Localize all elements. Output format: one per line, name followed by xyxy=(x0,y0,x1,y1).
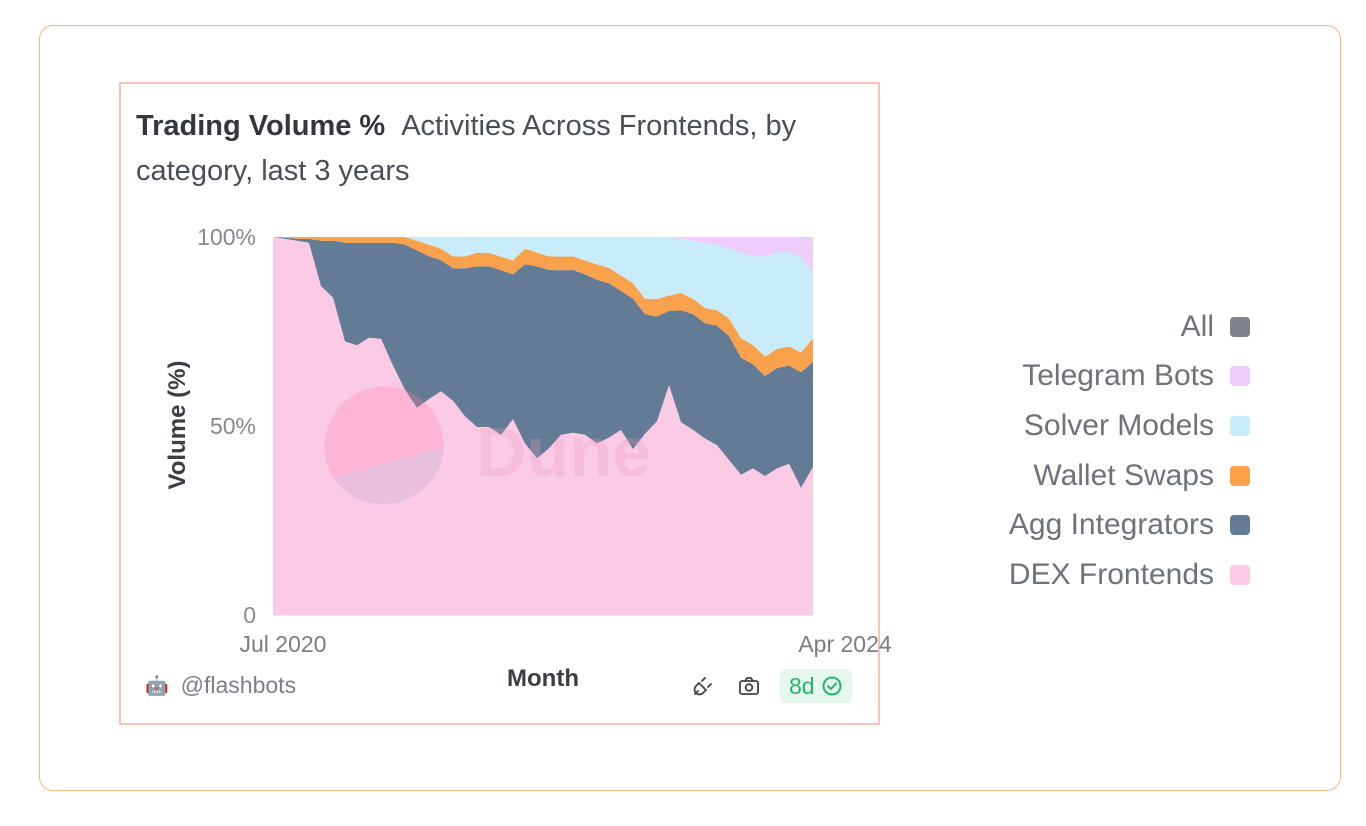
legend-item-telegram-bots[interactable]: Telegram Bots xyxy=(1009,352,1250,402)
freshness-badge[interactable]: 8d xyxy=(780,669,852,703)
legend-label: Wallet Swaps xyxy=(1033,458,1214,492)
legend-label: Solver Models xyxy=(1023,408,1214,442)
embed-button[interactable] xyxy=(688,671,718,701)
legend-swatch xyxy=(1230,316,1250,337)
screenshot-button[interactable] xyxy=(734,671,764,701)
legend-item-solver-models[interactable]: Solver Models xyxy=(1009,401,1250,451)
area-agg-integrators xyxy=(273,237,813,488)
area-wallet-swaps xyxy=(273,237,813,376)
author-credit[interactable]: 🤖 @flashbots xyxy=(145,672,296,699)
legend-label: Agg Integrators xyxy=(1008,508,1214,542)
x-tick-label: Jul 2020 xyxy=(240,631,327,657)
x-axis-ticks: Jul 2020 Apr 2024 xyxy=(240,631,892,657)
freshness-text: 8d xyxy=(789,672,815,699)
legend-swatch xyxy=(1230,366,1250,387)
check-circle-icon xyxy=(822,676,842,696)
y-tick-label: 0 xyxy=(243,602,256,628)
dune-watermark: Dune xyxy=(324,386,651,505)
author-handle: @flashbots xyxy=(180,672,297,698)
watermark-logo-top xyxy=(324,386,445,478)
chart-title: Trading Volume % xyxy=(136,110,386,142)
legend-item-wallet-swaps[interactable]: Wallet Swaps xyxy=(1009,451,1250,501)
flashbots-avatar-icon: 🤖 xyxy=(145,675,169,697)
legend-swatch xyxy=(1230,465,1250,486)
footer-actions: 8d xyxy=(688,669,852,703)
x-axis-label: Month xyxy=(507,665,579,692)
watermark-logo-bottom xyxy=(333,447,444,505)
legend-item-all[interactable]: All xyxy=(1009,302,1250,352)
y-tick-label: 100% xyxy=(197,224,256,250)
y-tick-label: 50% xyxy=(210,413,256,439)
y-axis-label: Volume (%) xyxy=(164,361,191,490)
area-solver-models xyxy=(273,237,813,357)
area-dex-frontends xyxy=(273,237,813,615)
outer-frame xyxy=(39,25,1341,791)
legend-swatch xyxy=(1230,564,1250,585)
chart-legend: All Telegram Bots Solver Models Wallet Swap… xyxy=(1009,302,1250,600)
legend-swatch xyxy=(1230,415,1250,436)
area-telegram-bots xyxy=(273,237,813,273)
legend-item-agg-integrators[interactable]: Agg Integrators xyxy=(1009,500,1250,550)
legend-label: All xyxy=(1180,309,1214,343)
legend-label: Telegram Bots xyxy=(1022,359,1214,393)
legend-label: DEX Frontends xyxy=(1008,557,1214,591)
legend-swatch xyxy=(1230,515,1250,536)
y-axis-ticks: 0 50% 100% xyxy=(197,224,256,628)
camera-icon xyxy=(739,677,759,695)
x-tick-label: Apr 2024 xyxy=(798,631,892,657)
plug-icon xyxy=(693,677,712,696)
area-series-group xyxy=(273,237,813,615)
chart-title-block: Trading Volume % Activities Across Fronte… xyxy=(136,104,856,194)
watermark-text: Dune xyxy=(476,413,651,491)
legend-item-dex-frontends[interactable]: DEX Frontends xyxy=(1009,550,1250,600)
chart-subtitle: Activities Across Frontends, by category… xyxy=(136,110,797,187)
